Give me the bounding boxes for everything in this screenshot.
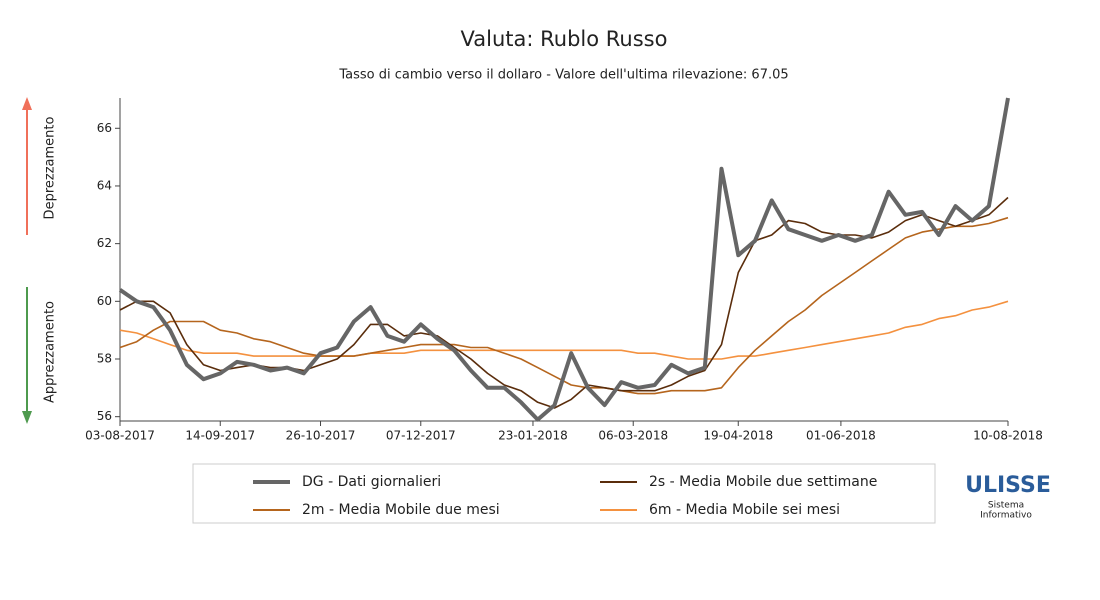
x-tick-label: 14-09-2017 [185, 429, 255, 443]
series-line [119, 300, 1009, 360]
annotation: Deprezzamento [43, 117, 58, 220]
y-tick-label: 60 [97, 294, 112, 308]
x-tick-label: 07-12-2017 [386, 429, 456, 443]
x-tick-label: 23-01-2018 [498, 429, 568, 443]
x-tick-label: 06-03-2018 [598, 429, 668, 443]
x-tick-label: 01-06-2018 [806, 429, 876, 443]
legend-label: 2s - Media Mobile due settimane [649, 474, 877, 490]
down-arrow-head [22, 411, 32, 424]
legend-box [192, 463, 936, 524]
x-tick-label: 10-08-2018 [973, 429, 1043, 443]
legend-label: 6m - Media Mobile sei mesi [649, 502, 840, 518]
logo-text: Informativo [980, 511, 1032, 521]
series-line [118, 97, 1010, 422]
x-tick-label: 03-08-2017 [85, 429, 155, 443]
logo-title: ULISSE [965, 473, 1051, 498]
chart-subtitle: Tasso di cambio verso il dollaro - Valor… [338, 68, 788, 83]
series-line [119, 216, 1009, 395]
y-tick-label: 62 [97, 236, 112, 250]
up-arrow-head [22, 97, 32, 110]
logo-text: Sistema [988, 501, 1024, 511]
annotation: Apprezzamento [43, 301, 58, 403]
y-tick-label: 58 [97, 351, 112, 365]
chart-title: Valuta: Rublo Russo [461, 27, 668, 51]
legend-label: 2m - Media Mobile due mesi [302, 502, 500, 518]
x-tick-label: 26-10-2017 [286, 429, 356, 443]
series-line [119, 196, 1009, 409]
y-tick-label: 56 [97, 409, 112, 423]
y-tick-label: 66 [97, 121, 112, 135]
y-tick-label: 64 [97, 178, 112, 192]
x-tick-label: 19-04-2018 [703, 429, 773, 443]
legend-label: DG - Dati giornalieri [302, 474, 441, 490]
